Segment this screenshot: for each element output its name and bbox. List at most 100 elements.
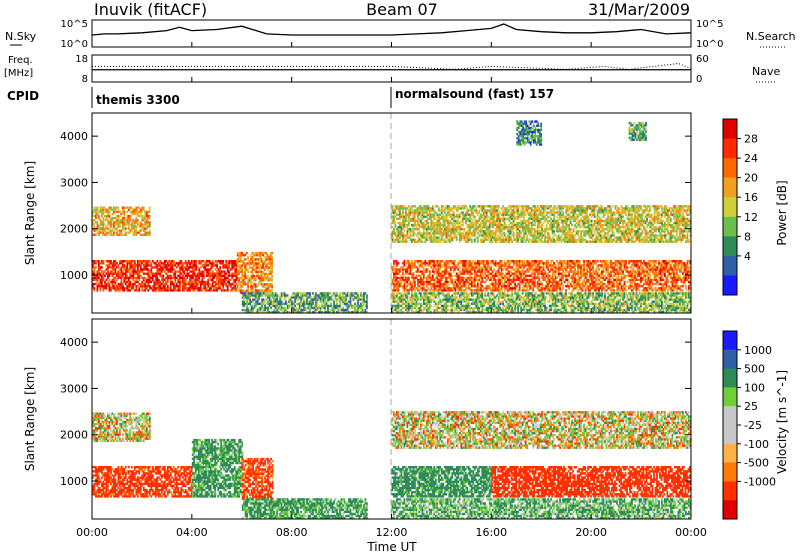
heatmap-cell xyxy=(500,274,503,277)
heatmap-cell xyxy=(584,266,587,269)
heatmap-cell xyxy=(349,310,352,313)
heatmap-cell xyxy=(248,262,251,265)
heatmap-cell xyxy=(135,208,138,211)
heatmap-cell xyxy=(204,280,207,284)
heatmap-cell xyxy=(655,268,657,271)
heatmap-cell xyxy=(509,280,512,284)
heatmap-cell xyxy=(500,278,503,282)
heatmap-cell xyxy=(394,272,397,275)
heatmap-cell xyxy=(421,266,424,269)
heatmap-cell xyxy=(93,278,96,282)
heatmap-cell xyxy=(165,276,168,280)
heatmap-cell xyxy=(202,260,205,263)
heatmap-cell xyxy=(316,308,319,312)
heatmap-cell xyxy=(481,266,484,269)
heatmap-cell xyxy=(587,278,590,282)
heatmap-cell xyxy=(658,282,660,286)
heatmap-cell xyxy=(228,272,231,275)
heatmap-cell xyxy=(263,262,266,265)
heatmap-cell xyxy=(122,233,124,236)
heatmap-cell xyxy=(533,270,536,273)
heatmap-cell xyxy=(316,298,319,301)
heatmap-cell xyxy=(116,210,118,214)
heatmap-cell xyxy=(616,280,618,284)
heatmap-cell xyxy=(463,280,466,284)
heatmap-cell xyxy=(436,238,439,241)
heatmap-cell xyxy=(607,266,609,269)
heatmap-cell xyxy=(406,266,409,269)
heatmap-cell xyxy=(470,285,473,288)
heatmap-cell xyxy=(544,285,546,288)
heatmap-cell xyxy=(680,289,683,292)
heatmap-cell xyxy=(239,289,242,292)
heatmap-cell xyxy=(259,270,261,273)
heatmap-cell xyxy=(208,262,211,265)
heatmap-cell xyxy=(360,294,362,297)
heatmap-cell xyxy=(108,264,111,267)
heatmap-cell xyxy=(587,285,590,288)
heatmap-cell xyxy=(425,205,428,208)
heatmap-cell xyxy=(440,272,443,275)
heatmap-cell xyxy=(397,221,400,225)
heatmap-cell xyxy=(183,289,186,292)
heatmap-cell xyxy=(408,282,410,286)
heatmap-cell xyxy=(508,274,511,277)
heatmap-cell xyxy=(255,292,257,295)
heatmap-cell xyxy=(411,260,413,263)
heatmap-cell xyxy=(655,266,657,269)
heatmap-cell xyxy=(649,266,651,269)
heatmap-cell xyxy=(289,296,292,299)
heatmap-cell xyxy=(656,266,659,269)
heatmap-cell xyxy=(116,233,118,236)
heatmap-cell xyxy=(231,274,234,277)
heatmap-cell xyxy=(467,280,470,284)
heatmap-cell xyxy=(445,230,448,233)
heatmap-cell xyxy=(488,278,491,282)
heatmap-cell xyxy=(635,285,638,288)
heatmap-cell xyxy=(95,266,97,269)
heatmap-cell xyxy=(399,236,401,239)
heatmap-cell xyxy=(151,274,154,277)
heatmap-cell xyxy=(130,282,133,286)
heatmap-cell xyxy=(688,268,690,271)
heatmap-cell xyxy=(205,289,208,292)
heatmap-cell xyxy=(259,281,261,284)
heatmap-cell xyxy=(430,230,433,233)
heatmap-cell xyxy=(248,266,251,269)
heatmap-cell xyxy=(145,210,148,214)
heatmap-cell xyxy=(144,287,147,290)
heatmap-cell xyxy=(263,268,266,271)
heatmap-cell xyxy=(605,285,608,288)
heatmap-cell xyxy=(270,310,272,313)
heatmap-cell xyxy=(129,274,132,277)
heatmap-cell xyxy=(496,264,499,267)
heatmap-cell xyxy=(225,266,228,269)
heatmap-cell xyxy=(232,285,235,288)
heatmap-cell xyxy=(557,274,560,277)
heatmap-cell xyxy=(671,289,674,292)
heatmap-cell xyxy=(324,298,326,301)
heatmap-cell xyxy=(403,268,406,271)
heatmap-cell xyxy=(110,225,112,228)
heatmap-cell xyxy=(596,270,599,273)
heatmap-cell xyxy=(126,221,129,224)
heatmap-cell xyxy=(575,278,578,282)
heatmap-cell xyxy=(346,308,349,312)
heatmap-cell xyxy=(204,289,207,292)
heatmap-cell xyxy=(339,300,341,303)
heatmap-cell xyxy=(445,236,448,239)
heatmap-cell xyxy=(655,282,657,286)
heatmap-cell xyxy=(494,282,497,286)
heatmap-cell xyxy=(107,227,109,230)
heatmap-cell xyxy=(661,268,663,271)
heatmap-cell xyxy=(251,289,254,292)
heatmap-cell xyxy=(142,214,145,218)
heatmap-cell xyxy=(162,274,165,277)
heatmap-cell xyxy=(279,296,281,299)
heatmap-cell xyxy=(629,278,632,282)
heatmap-cell xyxy=(178,280,181,284)
heatmap-cell xyxy=(260,260,263,263)
heatmap-cell xyxy=(95,278,97,282)
heatmap-cell xyxy=(523,262,526,265)
heatmap-cell xyxy=(545,276,548,280)
